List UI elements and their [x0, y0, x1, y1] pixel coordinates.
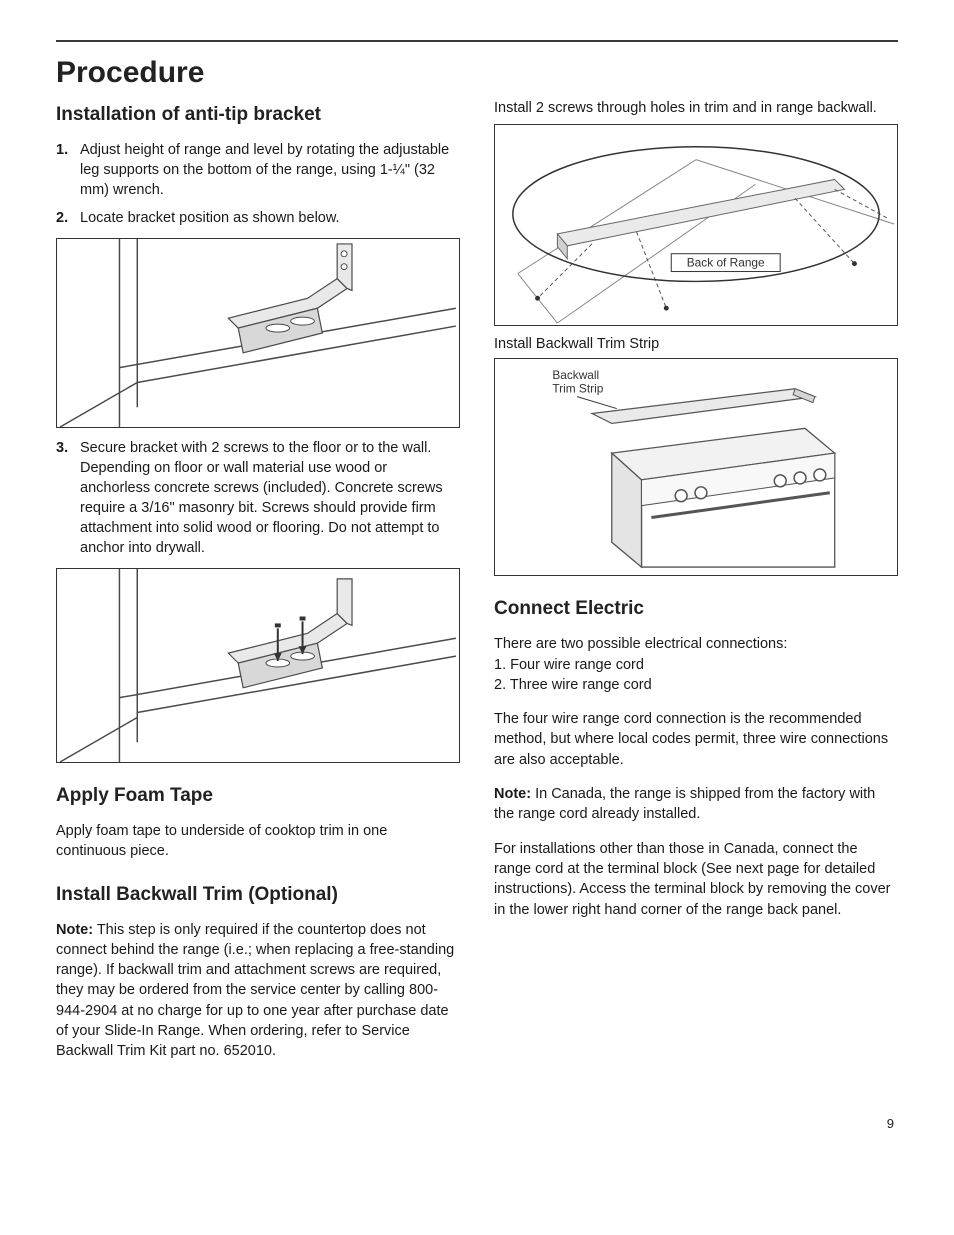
step-3: 3. Secure bracket with 2 screws to the f… — [56, 438, 460, 558]
figure-bracket-position — [56, 238, 460, 428]
step-2: 2. Locate bracket position as shown belo… — [56, 208, 460, 228]
conn-opt-1: 1. Four wire range cord — [494, 655, 898, 675]
step-text: Locate bracket position as shown below. — [80, 210, 340, 226]
step-number: 3. — [56, 438, 68, 458]
note-text: In Canada, the range is shipped from the… — [494, 786, 875, 822]
section-backwall-trim: Install Backwall Trim (Optional) — [56, 884, 460, 906]
foam-tape-text: Apply foam tape to underside of cooktop … — [56, 821, 460, 862]
figure-back-of-range: Back of Range — [494, 124, 898, 326]
section-anti-tip: Installation of anti-tip bracket — [56, 104, 460, 126]
two-column-layout: Installation of anti-tip bracket 1. Adju… — [56, 98, 898, 1076]
left-column: Installation of anti-tip bracket 1. Adju… — [56, 98, 460, 1076]
note-text: This step is only required if the counte… — [56, 922, 454, 1060]
fig-trim-strip-caption: Install Backwall Trim Strip — [494, 336, 898, 352]
trim-label-1: Backwall — [552, 368, 599, 382]
step-text: Adjust height of range and level by rota… — [80, 142, 449, 198]
figure-trim-strip: Backwall Trim Strip — [494, 358, 898, 576]
figure-bracket-screws — [56, 568, 460, 763]
conn-note: Note: In Canada, the range is shipped fr… — [494, 784, 898, 825]
page-title: Procedure — [56, 56, 898, 90]
step-number: 1. — [56, 140, 68, 160]
step-text: Secure bracket with 2 screws to the floo… — [80, 440, 443, 556]
conn-intro: There are two possible electrical connec… — [494, 634, 898, 654]
trim-label-2: Trim Strip — [552, 382, 603, 396]
section-connect-electric: Connect Electric — [494, 598, 898, 620]
backwall-note: Note: This step is only required if the … — [56, 920, 460, 1062]
install-screws-text: Install 2 screws through holes in trim a… — [494, 98, 898, 118]
step-number: 2. — [56, 208, 68, 228]
right-column: Install 2 screws through holes in trim a… — [494, 98, 898, 1076]
conn-opt-2: 2. Three wire range cord — [494, 675, 898, 695]
conn-para-2: For installations other than those in Ca… — [494, 839, 898, 920]
note-label: Note: — [56, 922, 93, 938]
anti-tip-steps-cont: 3. Secure bracket with 2 screws to the f… — [56, 438, 460, 558]
conn-para-1: The four wire range cord connection is t… — [494, 709, 898, 770]
note-label: Note: — [494, 786, 531, 802]
step-1: 1. Adjust height of range and level by r… — [56, 140, 460, 200]
top-rule — [56, 40, 898, 42]
page-number: 9 — [56, 1116, 898, 1131]
back-of-range-label: Back of Range — [687, 256, 765, 270]
connection-list: There are two possible electrical connec… — [494, 634, 898, 695]
anti-tip-steps: 1. Adjust height of range and level by r… — [56, 140, 460, 228]
section-foam-tape: Apply Foam Tape — [56, 785, 460, 807]
